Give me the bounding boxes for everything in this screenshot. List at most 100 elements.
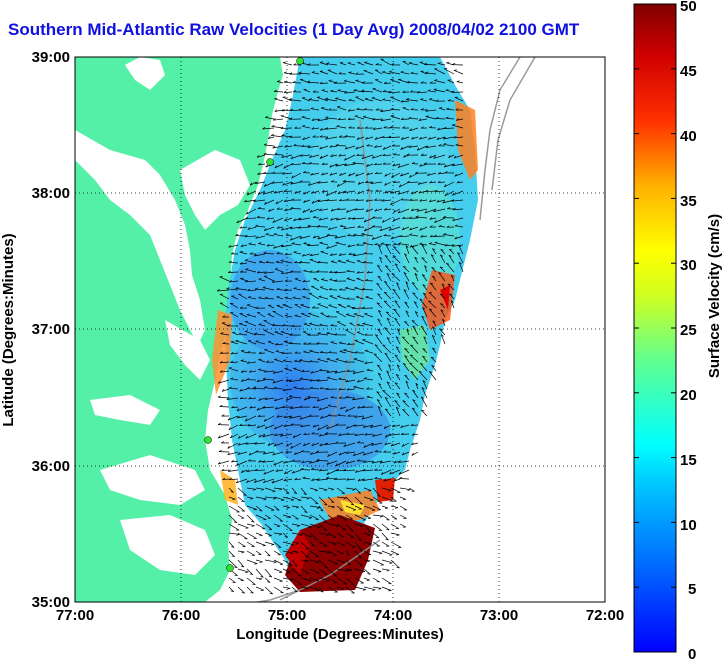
velocity-arrow bbox=[345, 577, 355, 586]
velocity-arrow bbox=[290, 442, 302, 449]
velocity-arrowhead bbox=[235, 339, 239, 342]
velocity-arrowhead bbox=[273, 561, 277, 564]
velocity-arrow bbox=[246, 514, 255, 523]
velocity-arrow bbox=[317, 235, 329, 240]
velocity-arrowhead bbox=[222, 315, 226, 318]
velocity-arrowhead bbox=[377, 275, 381, 278]
velocity-arrow bbox=[402, 226, 410, 231]
velocity-arrowhead bbox=[431, 267, 435, 269]
velocity-arrow bbox=[267, 313, 275, 318]
velocity-arrow bbox=[283, 81, 293, 84]
velocity-arrowhead bbox=[398, 242, 402, 245]
velocity-arrow bbox=[291, 243, 302, 246]
velocity-arrowhead bbox=[378, 244, 382, 248]
velocity-arrow bbox=[363, 505, 376, 511]
velocity-arrow bbox=[293, 251, 302, 255]
velocity-arrow bbox=[336, 487, 345, 494]
velocity-arrowhead bbox=[301, 144, 305, 147]
velocity-arrow bbox=[290, 406, 302, 409]
velocity-arrowhead bbox=[337, 106, 341, 108]
velocity-arrow bbox=[271, 181, 284, 184]
velocity-arrowhead bbox=[283, 189, 287, 192]
velocity-arrowhead bbox=[299, 405, 303, 408]
velocity-arrow bbox=[382, 154, 392, 157]
velocity-arrowhead bbox=[428, 136, 431, 140]
velocity-arrow bbox=[354, 496, 363, 505]
velocity-arrowhead bbox=[388, 490, 392, 492]
velocity-arrowhead bbox=[293, 367, 297, 369]
velocity-arrowhead bbox=[362, 115, 366, 118]
velocity-arrowhead bbox=[414, 256, 418, 260]
velocity-arrowhead bbox=[337, 89, 341, 91]
velocity-arrowhead bbox=[329, 145, 333, 148]
velocity-arrow bbox=[386, 381, 392, 390]
velocity-arrow bbox=[374, 344, 383, 354]
velocity-arrow bbox=[374, 136, 383, 140]
velocity-arrow bbox=[437, 127, 446, 131]
velocity-arrowhead bbox=[435, 116, 439, 119]
velocity-arrow bbox=[282, 487, 290, 494]
velocity-arrow bbox=[336, 532, 344, 538]
velocity-arrow bbox=[407, 181, 419, 184]
velocity-arrow bbox=[375, 79, 383, 84]
velocity-arrowhead bbox=[422, 380, 426, 383]
velocity-arrow bbox=[240, 350, 248, 354]
velocity-arrow bbox=[345, 379, 356, 383]
velocity-arrow bbox=[379, 226, 392, 232]
velocity-arrow bbox=[266, 244, 275, 247]
velocity-arrow bbox=[381, 550, 393, 556]
velocity-arrowhead bbox=[230, 351, 234, 355]
velocity-arrowhead bbox=[386, 273, 390, 276]
colorbar-tick-label: 30 bbox=[680, 257, 697, 274]
velocity-arrowhead bbox=[248, 242, 252, 245]
velocity-arrow bbox=[275, 469, 284, 472]
velocity-arrowhead bbox=[228, 280, 232, 283]
velocity-arrow bbox=[377, 406, 383, 417]
velocity-arrow bbox=[219, 276, 230, 282]
velocity-arrowhead bbox=[353, 233, 357, 236]
velocity-arrow bbox=[405, 380, 410, 390]
velocity-arrowhead bbox=[264, 386, 268, 388]
velocity-arrowhead bbox=[399, 476, 403, 479]
velocity-arrowhead bbox=[309, 460, 312, 464]
velocity-arrow bbox=[283, 478, 293, 482]
velocity-arrow bbox=[415, 216, 428, 219]
velocity-arrowhead bbox=[256, 270, 260, 274]
velocity-arrowhead bbox=[405, 281, 409, 284]
velocity-arrowhead bbox=[408, 61, 412, 64]
velocity-arrowhead bbox=[356, 126, 360, 129]
velocity-arrow bbox=[272, 310, 284, 318]
velocity-arrowhead bbox=[293, 287, 297, 289]
velocity-arrow bbox=[456, 181, 464, 184]
velocity-arrow bbox=[410, 371, 419, 381]
colorbar-tick-label: 0 bbox=[688, 646, 696, 659]
velocity-arrow bbox=[283, 424, 293, 427]
velocity-arrowhead bbox=[354, 351, 358, 354]
velocity-arrowhead bbox=[393, 242, 397, 245]
velocity-arrowhead bbox=[428, 242, 432, 244]
velocity-arrowhead bbox=[318, 295, 322, 298]
velocity-arrowhead bbox=[310, 107, 314, 110]
velocity-arrowhead bbox=[437, 162, 441, 165]
velocity-arrowhead bbox=[330, 208, 334, 212]
velocity-arrowhead bbox=[245, 268, 249, 270]
velocity-arrow bbox=[439, 254, 446, 264]
velocity-arrow bbox=[319, 433, 329, 437]
velocity-arrowhead bbox=[374, 476, 378, 479]
velocity-arrowhead bbox=[452, 124, 456, 126]
velocity-arrow bbox=[307, 396, 320, 399]
velocity-arrow bbox=[246, 304, 257, 309]
velocity-arrow bbox=[317, 358, 329, 363]
velocity-arrowhead bbox=[434, 241, 438, 244]
velocity-arrow bbox=[321, 279, 329, 282]
velocity-arrowhead bbox=[371, 236, 375, 240]
velocity-arrowhead bbox=[290, 156, 294, 160]
velocity-arrow bbox=[246, 586, 254, 594]
velocity-arrow bbox=[326, 424, 338, 430]
velocity-arrowhead bbox=[247, 227, 251, 230]
velocity-arrow bbox=[294, 478, 302, 481]
velocity-arrowhead bbox=[411, 452, 414, 456]
velocity-arrow bbox=[318, 586, 324, 593]
velocity-arrowhead bbox=[414, 301, 417, 304]
velocity-arrowhead bbox=[312, 215, 316, 218]
